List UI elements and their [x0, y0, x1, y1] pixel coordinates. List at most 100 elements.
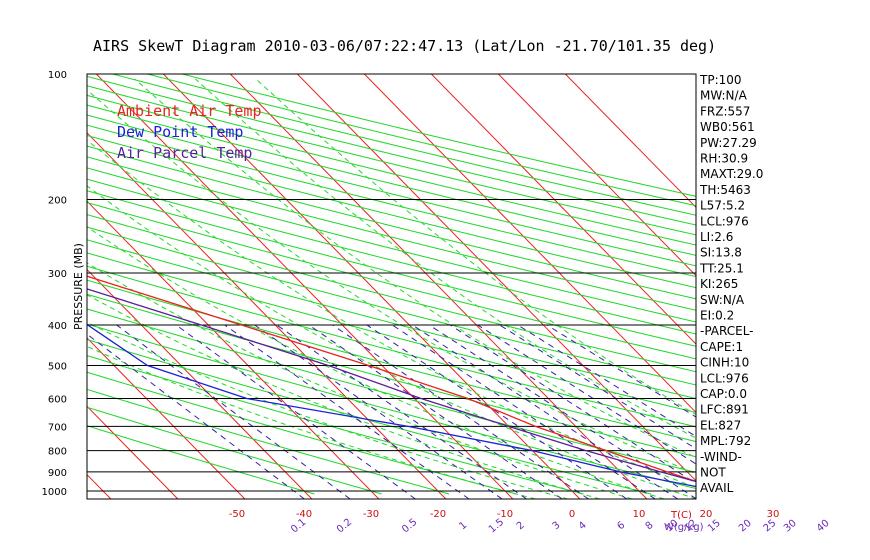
- isotherm-line: [87, 268, 313, 499]
- stability-index: MW:N/A: [700, 89, 748, 103]
- mixing-ratio-line: [176, 324, 416, 499]
- moist-adiabat-line: [87, 185, 696, 499]
- stability-index: AVAIL: [700, 481, 734, 495]
- stability-index: FRZ:557: [700, 104, 750, 118]
- stability-index: -WIND-: [700, 450, 742, 464]
- series-ambient-air-temp-line: [87, 275, 696, 483]
- moist-adiabat-line: [87, 321, 568, 499]
- dry-adiabat-line: [87, 406, 382, 495]
- mixing-ratio-tick-label: 25: [762, 518, 779, 535]
- x-axis-label: T(C): [670, 510, 692, 521]
- stability-index: RH:30.9: [700, 152, 748, 166]
- dry-adiabat-line: [87, 371, 517, 495]
- series-dew-point-temp-line: [87, 323, 696, 488]
- mixing-ratio-line: [276, 324, 527, 499]
- dry-adiabat-line: [87, 114, 696, 267]
- mixing-ratio-line: [392, 324, 656, 499]
- pressure-tick-label: 400: [48, 321, 67, 332]
- legend: Ambient Air Temp Dew Point Temp Air Parcel…: [117, 102, 262, 162]
- bottom-temperature-tick-label: 20: [700, 509, 713, 520]
- moist-adiabat-line: [87, 89, 696, 475]
- dry-adiabat-line: [87, 124, 696, 278]
- dry-adiabat-line: [87, 388, 450, 495]
- dry-adiabat-line: [87, 252, 696, 414]
- stability-index: MAXT:29.0: [700, 167, 763, 181]
- dry-adiabat-line: [182, 74, 696, 197]
- pressure-tick-label: 200: [48, 196, 67, 207]
- mixing-ratio-tick-label: 3: [551, 520, 563, 533]
- mixing-ratio-line: [224, 324, 470, 499]
- mixing-ratio-line: [429, 324, 696, 499]
- moist-adiabat-line: [87, 226, 665, 499]
- dry-adiabat-line: [87, 339, 652, 495]
- stability-index: LFC:891: [700, 403, 749, 417]
- bottom-temperature-tick-label: -10: [497, 509, 513, 520]
- series-air-parcel-temp-line: [87, 288, 696, 483]
- stability-index: EL:827: [700, 418, 741, 432]
- pressure-tick-label: 600: [48, 395, 67, 406]
- stability-index: TT:25.1: [699, 261, 744, 275]
- pressure-tick-label: 900: [48, 468, 67, 479]
- stability-index: TP:100: [699, 73, 742, 87]
- isotherm-line: [229, 74, 648, 499]
- stability-index: KI:265: [700, 277, 738, 291]
- dry-adiabat-line: [87, 190, 696, 347]
- stability-index: CAP:0.0: [700, 387, 747, 401]
- dry-adiabat-line: [87, 226, 696, 386]
- mixing-ratio-line: [546, 324, 696, 418]
- moist-adiabat-line: [87, 345, 536, 499]
- bottom-temperature-axis: -50 -40 -30 -20 -10 0 10 20 30: [229, 509, 780, 520]
- legend-entry: Air Parcel Temp: [117, 144, 252, 162]
- stability-index: PW:27.29: [700, 136, 757, 150]
- legend-entry: Ambient Air Temp: [117, 102, 262, 120]
- dry-adiabat-line: [112, 74, 696, 216]
- isotherm-line: [162, 74, 581, 499]
- bottom-temperature-tick-label: -40: [296, 509, 312, 520]
- moist-adiabat-line: [134, 78, 696, 459]
- legend-entry: Dew Point Temp: [117, 123, 243, 141]
- dry-adiabat-line: [87, 178, 696, 335]
- pressure-tick-label: 100: [48, 70, 67, 81]
- isotherm-line: [87, 337, 246, 499]
- mixing-ratio-tick-label: 8: [644, 520, 656, 533]
- mixing-ratio-line: [366, 324, 628, 499]
- isotherm-line: [87, 200, 380, 499]
- dry-adiabat-line: [87, 355, 584, 495]
- mixing-ratio-line: [477, 324, 696, 465]
- dry-adiabat-line: [87, 279, 696, 443]
- stability-index: CAPE:1: [700, 340, 743, 354]
- dry-adiabat-line: [87, 265, 696, 428]
- mixing-ratio-tick-label: 4: [577, 520, 589, 533]
- stability-index: WB0:561: [700, 120, 755, 134]
- dry-adiabat-line: [87, 214, 696, 373]
- isotherm-line: [87, 405, 179, 499]
- chart-title: AIRS SkewT Diagram 2010-03-06/07:22:47.1…: [93, 37, 716, 55]
- dry-adiabat-line: [87, 134, 696, 289]
- dry-adiabat-line: [147, 74, 696, 207]
- dry-adiabat-line: [87, 85, 696, 236]
- isotherm-line: [497, 74, 696, 277]
- dry-adiabat-line: [87, 239, 696, 400]
- isotherm-line: [296, 74, 696, 482]
- mixing-ratio-line: [412, 324, 678, 499]
- dry-adiabat-line: [87, 75, 696, 226]
- mixing-ratio-line: [308, 324, 563, 499]
- stability-index: NOT: [700, 466, 726, 480]
- pressure-tick-label: 300: [48, 269, 67, 280]
- dry-adiabat-line: [87, 308, 696, 473]
- bottom-temperature-tick-label: 0: [569, 509, 575, 520]
- stability-index: L57:5.2: [700, 199, 745, 213]
- bottom-temperature-tick-label: -30: [363, 509, 379, 520]
- stability-index: LCL:976: [700, 214, 749, 228]
- stability-index: SI:13.8: [700, 246, 742, 260]
- mixing-ratio-tick-label: 2: [515, 520, 527, 533]
- mixing-ratio-tick-label: 15: [706, 518, 723, 535]
- bottom-temperature-tick-label: 10: [633, 509, 646, 520]
- mixing-ratio-line: [450, 324, 696, 485]
- mixing-ratio-tick-label: 40: [815, 518, 832, 535]
- dry-adiabat-line: [87, 94, 696, 246]
- moist-adiabat-line: [195, 78, 696, 439]
- isotherm-line: [87, 132, 447, 499]
- dry-adiabat-line: [87, 145, 696, 300]
